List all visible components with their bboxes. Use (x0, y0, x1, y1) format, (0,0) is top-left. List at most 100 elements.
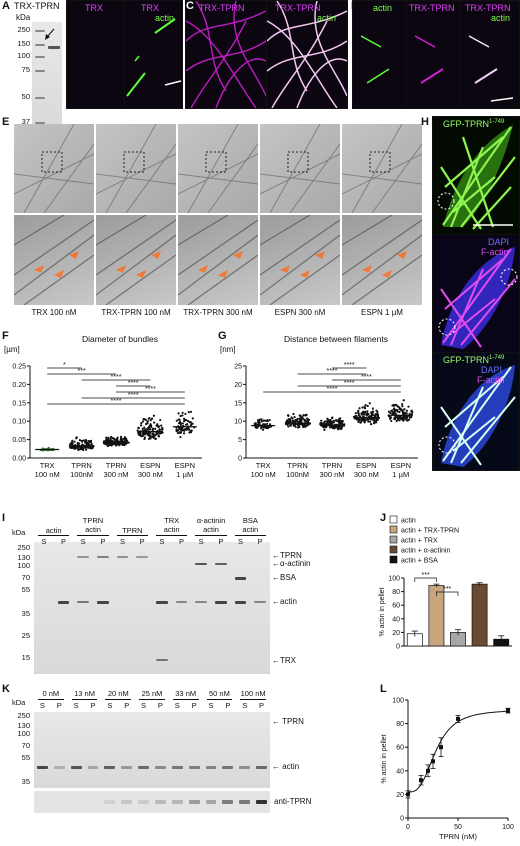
y-tick-label: 60 (396, 745, 404, 752)
panel-i-marker-label: 100 (17, 561, 30, 570)
panel-i-group-label: actin (203, 525, 219, 534)
data-point (410, 410, 413, 413)
panel-k-conc-underline (71, 699, 98, 700)
x-tick-label: TPRN (71, 461, 91, 470)
em-overview-image (96, 124, 176, 213)
data-point (403, 408, 406, 411)
data-point (147, 437, 151, 441)
x-tick-label: TPRN (106, 461, 126, 470)
panel-d-image-1: actin (352, 0, 407, 109)
legend-swatch (389, 515, 398, 524)
panel-a-marker-label: 100 (17, 51, 30, 60)
data-point (294, 425, 297, 428)
panel-k-conc-underline (38, 699, 64, 700)
data-point (398, 406, 401, 409)
data-point (139, 424, 143, 427)
gel-band (156, 659, 168, 661)
data-point (261, 428, 265, 431)
legend-swatch (389, 535, 398, 544)
chart-f: Diameter of bundles [µm] 0.00 0.05 0.10 0.15 0… (4, 334, 202, 479)
y-tick-label: 5 (238, 437, 242, 444)
data-point (456, 716, 460, 721)
gel-band (256, 766, 267, 769)
panel-a-title: TRX-TPRN (14, 1, 60, 11)
data-point (398, 419, 401, 422)
panel-i-sp-label: S (237, 537, 243, 546)
gel-band (57, 600, 70, 604)
data-point (160, 424, 163, 427)
data-point (178, 427, 181, 430)
panel-h-image-1: GFP-TPRN1-749 (432, 116, 520, 235)
data-point (187, 411, 190, 414)
gel-band (121, 766, 133, 769)
panel-a-marker-label: 50 (21, 92, 30, 101)
panel-i-group-label: α-actinin (196, 516, 226, 525)
data-point (85, 441, 88, 444)
gel-band (156, 600, 168, 604)
gel-band (37, 766, 48, 769)
panel-label-j: J (380, 512, 387, 524)
data-point (71, 439, 74, 442)
data-point (357, 412, 360, 415)
data-point (303, 423, 306, 426)
blot-band (121, 800, 133, 804)
data-point (105, 436, 108, 439)
data-point (331, 422, 334, 425)
data-point (186, 423, 189, 426)
data-point (117, 442, 121, 446)
data-point (85, 439, 88, 442)
data-point (82, 439, 85, 442)
panel-i-sp-label: P (100, 537, 106, 546)
data-point (90, 443, 93, 446)
panel-i-group-label: TPRN (82, 516, 104, 525)
gel-band (77, 601, 89, 603)
dot-group (175, 410, 196, 439)
panel-k-sp-label: P (56, 701, 62, 710)
data-point (142, 418, 145, 421)
data-point (292, 412, 295, 416)
data-point (390, 409, 393, 412)
chart-title: Diameter of bundles (82, 334, 158, 344)
significance-label: **** (344, 362, 355, 369)
panel-k-conc-label: 50 nM (208, 689, 230, 698)
panel-k-arrow-label: ← TPRN (272, 717, 304, 726)
legend-label: actin (401, 518, 416, 525)
data-point (405, 409, 409, 412)
data-point (398, 410, 401, 414)
panel-h-label-1: GFP-TPRN1-749 (443, 119, 505, 129)
data-point (410, 416, 413, 419)
data-point (307, 418, 311, 421)
panel-i-sp-label: S (80, 537, 86, 546)
em-overview-image (14, 124, 94, 213)
data-point (177, 418, 180, 421)
gel-band (234, 576, 247, 580)
legend-swatch (389, 525, 398, 534)
gel-band (215, 600, 227, 604)
data-point (338, 426, 341, 429)
data-point (299, 420, 302, 423)
em-overview-image (178, 124, 258, 213)
data-point (293, 415, 296, 419)
data-point (371, 407, 374, 410)
data-point (147, 417, 150, 420)
data-point (402, 410, 405, 413)
data-point (184, 412, 187, 416)
data-point (287, 425, 290, 428)
significance-label: **** (128, 392, 139, 399)
data-point (149, 428, 152, 431)
data-point (366, 410, 369, 413)
panel-k-sp-label: P (259, 701, 265, 710)
data-point (161, 428, 164, 431)
panel-h-label-2a: DAPI (488, 237, 510, 247)
panel-i-sp-label: P (218, 537, 224, 546)
data-point (149, 435, 152, 438)
data-point (262, 419, 266, 422)
y-tick-label: 80 (392, 589, 400, 596)
chart-ylabel: [µm] (4, 345, 20, 354)
legend-label: actin + TRX-TPRN (401, 528, 459, 535)
data-point (329, 420, 332, 423)
x-tick-label: TPRN (287, 461, 307, 470)
data-point (136, 429, 139, 432)
data-point (110, 444, 113, 447)
data-point (360, 419, 363, 422)
